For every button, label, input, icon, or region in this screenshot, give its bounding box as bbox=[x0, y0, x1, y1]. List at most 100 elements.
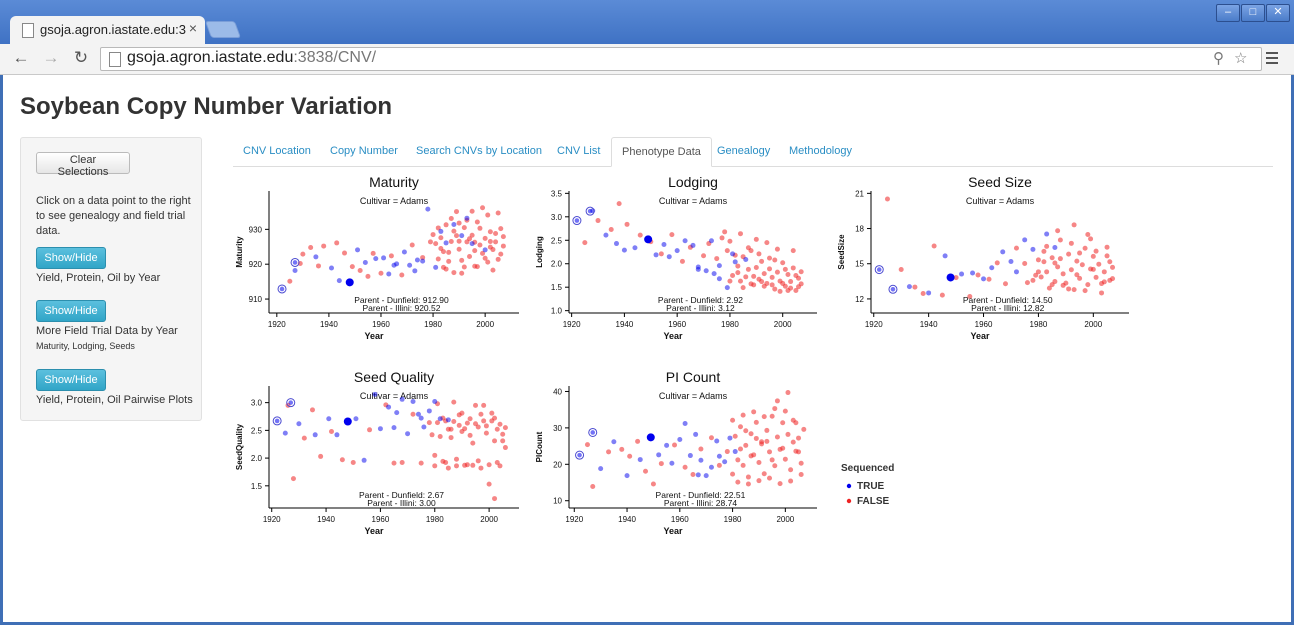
data-point-false[interactable] bbox=[485, 259, 491, 265]
data-point-false[interactable] bbox=[1060, 282, 1066, 288]
data-point-false[interactable] bbox=[474, 264, 480, 270]
data-point-true[interactable] bbox=[695, 266, 701, 272]
data-point-false[interactable] bbox=[470, 462, 476, 468]
data-point-false[interactable] bbox=[500, 431, 506, 437]
data-point-false[interactable] bbox=[1041, 248, 1047, 254]
data-point-false[interactable] bbox=[1099, 290, 1105, 296]
data-point-false[interactable] bbox=[493, 231, 499, 237]
data-point-false[interactable] bbox=[772, 406, 778, 412]
data-point-true[interactable] bbox=[711, 271, 717, 277]
data-point-false[interactable] bbox=[487, 229, 493, 235]
data-point-false[interactable] bbox=[764, 240, 770, 246]
data-point-false[interactable] bbox=[590, 484, 596, 490]
data-point-false[interactable] bbox=[301, 435, 307, 441]
data-point-false[interactable] bbox=[321, 243, 327, 249]
data-point-false[interactable] bbox=[435, 256, 441, 262]
data-point-false[interactable] bbox=[454, 456, 459, 462]
data-point-false[interactable] bbox=[433, 241, 439, 247]
data-point-false[interactable] bbox=[745, 481, 751, 487]
data-point-false[interactable] bbox=[492, 438, 498, 444]
data-point-false[interactable] bbox=[388, 253, 394, 259]
data-point-false[interactable] bbox=[730, 272, 736, 278]
data-point-true[interactable] bbox=[693, 431, 699, 437]
data-point-true[interactable] bbox=[703, 268, 709, 274]
data-point-false[interactable] bbox=[378, 270, 384, 276]
new-tab-button[interactable] bbox=[204, 21, 242, 38]
data-point-true[interactable] bbox=[334, 432, 340, 438]
data-point-true[interactable] bbox=[603, 232, 609, 238]
data-point-true[interactable] bbox=[381, 255, 387, 261]
data-point-false[interactable] bbox=[682, 464, 688, 470]
data-point-false[interactable] bbox=[430, 232, 436, 238]
data-point-true[interactable] bbox=[674, 248, 680, 254]
parent-point[interactable] bbox=[279, 286, 285, 292]
data-point-true[interactable] bbox=[664, 442, 670, 448]
data-point-false[interactable] bbox=[796, 449, 802, 455]
parent-point[interactable] bbox=[577, 452, 582, 458]
forward-arrow-icon[interactable]: → bbox=[42, 48, 60, 67]
data-point-false[interactable] bbox=[349, 264, 355, 270]
data-point-false[interactable] bbox=[669, 232, 675, 238]
data-point-false[interactable] bbox=[437, 433, 443, 439]
data-point-true[interactable] bbox=[326, 416, 332, 422]
data-point-true[interactable] bbox=[438, 228, 444, 234]
data-point-false[interactable] bbox=[898, 266, 904, 272]
data-point-false[interactable] bbox=[735, 270, 741, 276]
data-point-false[interactable] bbox=[502, 445, 508, 451]
data-point-true[interactable] bbox=[716, 263, 722, 269]
data-point-false[interactable] bbox=[793, 272, 799, 278]
data-point-false[interactable] bbox=[780, 445, 786, 451]
data-point-false[interactable] bbox=[477, 225, 483, 231]
data-point-false[interactable] bbox=[782, 266, 788, 272]
data-point-false[interactable] bbox=[483, 430, 489, 436]
data-point-false[interactable] bbox=[440, 249, 446, 255]
data-point-false[interactable] bbox=[769, 282, 775, 288]
data-point-false[interactable] bbox=[427, 239, 433, 245]
data-point-true[interactable] bbox=[394, 410, 400, 416]
data-point-false[interactable] bbox=[464, 420, 470, 426]
data-point-false[interactable] bbox=[1085, 232, 1091, 238]
data-point-false[interactable] bbox=[788, 478, 794, 484]
data-point-false[interactable] bbox=[1068, 267, 1074, 273]
data-point-true[interactable] bbox=[443, 240, 449, 246]
parent-point[interactable] bbox=[288, 400, 294, 405]
data-point-false[interactable] bbox=[1035, 257, 1041, 263]
data-point-true[interactable] bbox=[708, 464, 714, 470]
data-point-false[interactable] bbox=[801, 426, 807, 432]
data-point-false[interactable] bbox=[624, 221, 630, 227]
data-point-true[interactable] bbox=[405, 431, 411, 437]
data-point-true[interactable] bbox=[433, 264, 439, 270]
data-point-false[interactable] bbox=[994, 260, 1000, 266]
data-point-false[interactable] bbox=[975, 272, 981, 278]
data-point-false[interactable] bbox=[339, 457, 345, 463]
data-point-false[interactable] bbox=[790, 265, 796, 271]
data-point-false[interactable] bbox=[429, 432, 435, 438]
data-point-false[interactable] bbox=[737, 278, 743, 284]
address-bar[interactable]: gsoja.agron.iastate.edu:3838/CNV/ ⚲ ☆ bbox=[100, 47, 1262, 71]
data-point-true[interactable] bbox=[611, 439, 617, 445]
data-point-true[interactable] bbox=[703, 473, 709, 479]
browser-menu-icon[interactable] bbox=[1266, 52, 1278, 67]
data-point-false[interactable] bbox=[334, 240, 340, 246]
data-point-false[interactable] bbox=[493, 239, 499, 245]
data-point-false[interactable] bbox=[318, 453, 324, 459]
data-point-true[interactable] bbox=[292, 267, 298, 273]
data-point-false[interactable] bbox=[418, 460, 424, 466]
data-point-false[interactable] bbox=[1046, 285, 1052, 291]
data-point-true[interactable] bbox=[1044, 231, 1050, 237]
data-point-false[interactable] bbox=[480, 205, 486, 211]
data-point-false[interactable] bbox=[737, 446, 743, 452]
data-point-false[interactable] bbox=[772, 257, 778, 263]
data-point-true[interactable] bbox=[598, 466, 604, 472]
close-window-icon[interactable]: ✕ bbox=[1266, 4, 1290, 22]
data-point-false[interactable] bbox=[679, 258, 685, 264]
data-point-false[interactable] bbox=[637, 232, 643, 238]
data-point-true[interactable] bbox=[1000, 249, 1006, 255]
data-point-true[interactable] bbox=[353, 416, 359, 422]
data-point-true[interactable] bbox=[926, 290, 932, 296]
data-point-false[interactable] bbox=[1055, 264, 1061, 270]
data-point-true[interactable] bbox=[372, 391, 378, 397]
data-point-false[interactable] bbox=[1077, 250, 1083, 256]
data-point-false[interactable] bbox=[785, 390, 791, 396]
data-point-false[interactable] bbox=[498, 251, 504, 257]
